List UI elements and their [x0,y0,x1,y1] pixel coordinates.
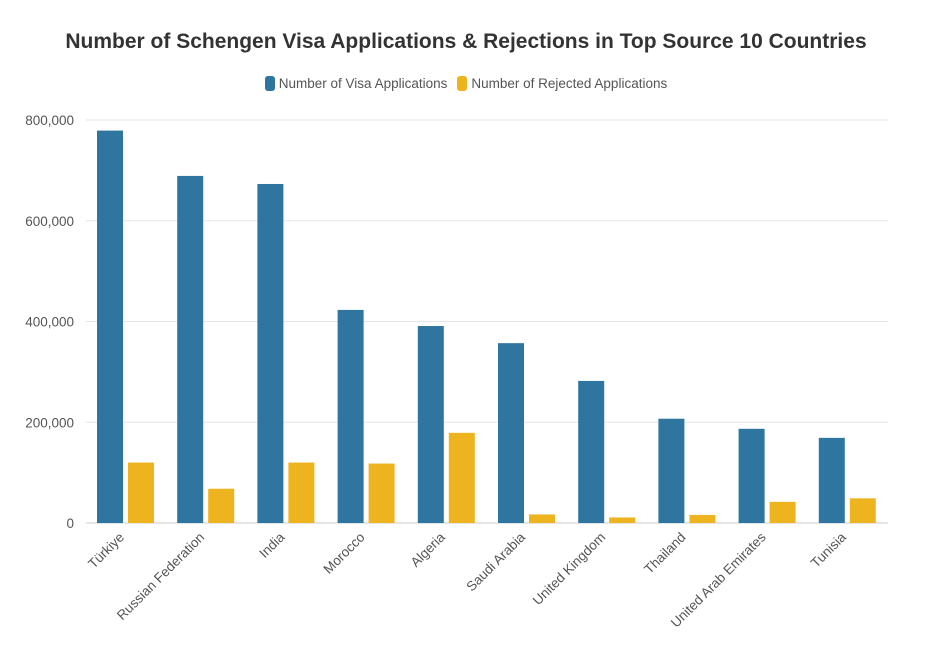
legend-item-applications[interactable]: Number of Visa Applications [264,76,448,91]
y-tick-label: 600,000 [25,214,74,229]
x-tick-label: India [256,529,288,561]
x-tick-label: Saudi Arabia [463,529,528,594]
y-tick-label: 800,000 [25,113,74,128]
legend-swatch [457,76,468,91]
bar-rejected [609,517,636,523]
legend-label: Number of Visa Applications [278,76,448,91]
x-tick-label: Morocco [321,530,368,577]
x-tick-label: Thailand [641,530,688,577]
x-tick-label: United Kingdom [530,530,609,609]
legend-swatch [264,76,275,91]
x-tick-label: Algeria [408,529,449,570]
legend-item-rejected[interactable]: Number of Rejected Applications [457,76,667,91]
bar-applications [818,437,845,523]
bar-rejected [769,501,796,523]
bar-applications [738,428,765,523]
y-tick-label: 400,000 [25,315,74,330]
bar-applications [578,380,605,523]
bar-applications [417,326,444,523]
bar-applications [498,343,524,523]
y-tick-label: 0 [66,516,74,531]
bar-rejected [208,488,235,523]
bar-rejected [849,498,876,523]
bar-applications [658,418,685,523]
bar-applications [337,309,364,523]
chart-title: Number of Schengen Visa Applications & R… [65,30,867,53]
bar-rejected [448,432,475,523]
bar-rejected [128,462,154,523]
bar-applications [257,183,284,523]
bar-rejected [529,514,555,523]
x-tick-label: Tunisia [808,529,849,570]
y-tick-label: 200,000 [25,415,74,430]
bar-applications [97,130,123,524]
bar-rejected [288,462,315,523]
x-tick-label: Türkiye [85,530,127,572]
bar-rejected [368,463,395,523]
x-tick-label: Russian Federation [114,530,207,623]
bar-rejected [689,514,716,523]
legend: Number of Visa Applications Number of Re… [0,76,932,91]
bar-applications [177,175,204,523]
legend-label: Number of Rejected Applications [471,76,668,91]
